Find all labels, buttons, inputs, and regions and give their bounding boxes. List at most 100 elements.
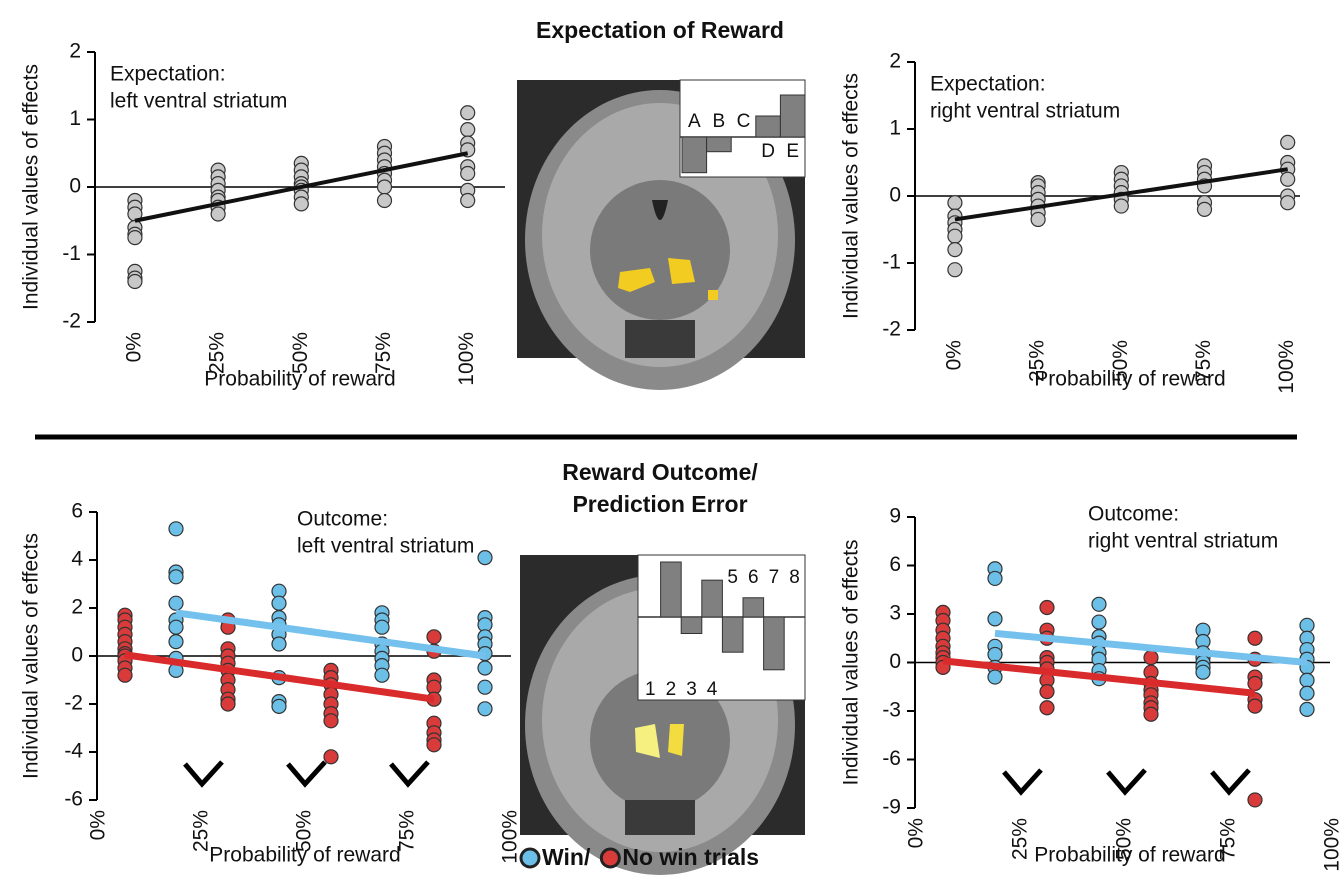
fit-line	[134, 151, 469, 223]
y-tick-label: 1	[889, 117, 901, 140]
point	[1039, 599, 1055, 616]
x-axis-label: Probability of reward	[1034, 844, 1225, 867]
bar-label: 7	[769, 567, 780, 588]
point	[1299, 672, 1315, 688]
tick-chevron	[286, 760, 327, 788]
point	[376, 192, 393, 209]
y-tick-label: -2	[882, 318, 901, 341]
point	[1039, 683, 1055, 700]
y-tick-label: 0	[889, 184, 901, 207]
bar	[701, 579, 723, 618]
point	[168, 521, 184, 537]
x-tick-label: 0%	[905, 818, 928, 848]
heading: Prediction Error	[572, 491, 747, 517]
y-tick-label: -9	[882, 796, 901, 819]
y-tick-label: 1	[69, 107, 81, 130]
x-tick-label: 100%	[455, 332, 478, 386]
point	[1280, 195, 1296, 211]
y-tick-label: -1	[882, 251, 901, 274]
scatter-chart: -2 -1 0 1 2 0% 25% 50% 75% 100% Probability of rew…	[20, 40, 505, 391]
annotation: left ventral striatum	[297, 535, 474, 558]
heading: Expectation of Reward	[536, 17, 784, 43]
bar-label: E	[786, 141, 799, 162]
y-tick-label: 6	[71, 500, 83, 523]
tick-chevron	[183, 760, 224, 788]
point	[127, 273, 143, 290]
x-tick-label: 100%	[499, 810, 522, 864]
bar	[721, 616, 744, 653]
x-tick-label: 25%	[206, 332, 229, 374]
y-tick-label: -6	[64, 788, 83, 811]
x-tick-label: 0%	[87, 810, 110, 840]
scatter-chart: -6 -4 -2 0 2 4 6 0% 25% 50% 75% 100% Probability of …	[20, 500, 522, 867]
point	[460, 165, 476, 182]
bar-label: 8	[789, 567, 800, 588]
x-tick-label: 0%	[942, 340, 965, 370]
point	[168, 633, 184, 650]
point	[293, 196, 309, 212]
bar	[681, 136, 708, 174]
legend-label: Win/	[542, 844, 591, 870]
point	[477, 701, 493, 717]
point	[1195, 664, 1211, 680]
point	[323, 749, 339, 765]
point	[210, 206, 226, 222]
point	[987, 570, 1003, 587]
x-tick-label: 0%	[122, 332, 145, 362]
bar	[680, 616, 703, 634]
bar	[779, 94, 806, 138]
tick-chevron	[1210, 768, 1251, 796]
annotation: Outcome:	[297, 508, 388, 531]
x-tick-label: 100%	[1275, 340, 1298, 394]
annotation: Expectation:	[930, 73, 1046, 96]
y-axis-label: Individual values of effects	[20, 533, 43, 779]
legend-marker	[599, 847, 621, 869]
point	[168, 619, 184, 635]
bar-label: 2	[666, 679, 677, 700]
y-tick-label: 2	[71, 596, 83, 619]
point	[1143, 706, 1159, 722]
x-axis-label: Probability of reward	[209, 844, 400, 867]
x-tick-label: 50%	[289, 332, 312, 374]
point	[1247, 792, 1263, 808]
annotation: Outcome:	[1088, 503, 1179, 526]
x-tick-label: 25%	[1009, 818, 1032, 860]
point	[1030, 211, 1046, 228]
annotation: left ventral striatum	[110, 90, 287, 113]
y-tick-label: -2	[62, 310, 81, 333]
heading: Reward Outcome/	[562, 459, 758, 485]
y-tick-label: -1	[62, 242, 81, 265]
point	[1280, 134, 1296, 150]
y-tick-label: 3	[889, 602, 901, 625]
bar	[763, 616, 785, 671]
y-tick-label: 0	[69, 175, 81, 198]
point	[460, 122, 476, 138]
bar	[755, 115, 781, 138]
y-tick-label: 0	[889, 650, 901, 673]
y-tick-label: 2	[889, 50, 901, 73]
bar-label: D	[761, 141, 775, 162]
point	[271, 636, 287, 652]
bar-label: 4	[707, 679, 718, 700]
point	[117, 667, 133, 683]
point	[1091, 596, 1107, 612]
point	[947, 242, 963, 258]
annotation: right ventral striatum	[930, 100, 1120, 123]
point	[1143, 650, 1159, 666]
point	[1299, 701, 1315, 717]
point	[1280, 171, 1296, 187]
point	[271, 595, 287, 611]
point	[127, 230, 143, 246]
fit-line	[175, 609, 486, 660]
fit-line	[942, 657, 1256, 697]
y-tick-label: 9	[889, 505, 901, 528]
point	[168, 595, 184, 611]
point	[947, 262, 963, 278]
point	[426, 737, 442, 753]
bar-label: C	[737, 111, 751, 132]
bar-label: A	[688, 111, 701, 132]
x-tick-label: 50%	[293, 810, 316, 852]
point	[1113, 198, 1129, 214]
x-tick-label: 75%	[1217, 818, 1240, 860]
